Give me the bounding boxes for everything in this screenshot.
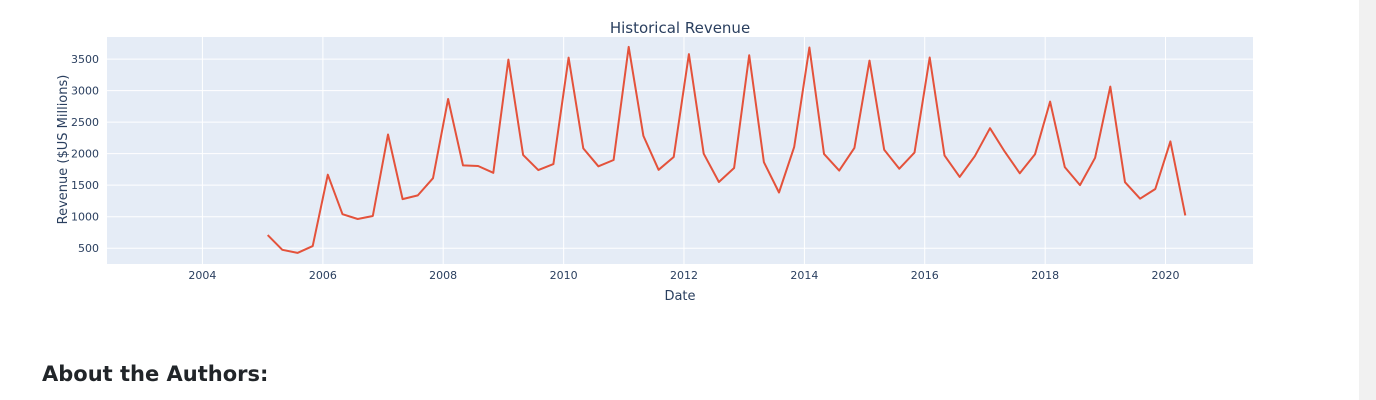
x-tick-label: 2008 xyxy=(429,269,457,282)
y-tick-label: 1000 xyxy=(71,211,99,224)
x-tick-label: 2010 xyxy=(550,269,578,282)
plot-area xyxy=(107,37,1253,264)
x-tick-label: 2020 xyxy=(1151,269,1179,282)
y-tick-label: 3500 xyxy=(71,53,99,66)
x-axis-title: Date xyxy=(664,289,695,304)
x-tick-label: 2012 xyxy=(670,269,698,282)
chart-title: Historical Revenue xyxy=(610,19,750,37)
revenue-chart: 500 1000 1500 2000 2500 3000 3500 2004 2006 2008… xyxy=(56,19,1253,304)
x-tick-label: 2018 xyxy=(1031,269,1059,282)
y-tick-label: 2500 xyxy=(71,116,99,129)
x-tick-label: 2014 xyxy=(790,269,818,282)
x-axis-ticks: 2004 2006 2008 2010 2012 2014 2016 2018 2020 xyxy=(188,269,1179,282)
chart-svg: 500 1000 1500 2000 2500 3000 3500 2004 2006 2008… xyxy=(56,19,1253,304)
x-tick-label: 2004 xyxy=(188,269,216,282)
grid-lines xyxy=(107,37,1253,264)
y-axis-ticks: 500 1000 1500 2000 2500 3000 3500 xyxy=(71,53,99,255)
about-authors-heading: About the Authors: xyxy=(42,362,269,386)
y-tick-label: 3000 xyxy=(71,85,99,98)
y-tick-label: 2000 xyxy=(71,148,99,161)
y-axis-title: Revenue ($US Millions) xyxy=(56,75,71,225)
series-layer xyxy=(266,45,1187,254)
y-tick-label: 500 xyxy=(78,242,99,255)
y-tick-label: 1500 xyxy=(71,179,99,192)
x-tick-label: 2016 xyxy=(911,269,939,282)
revenue-series-line xyxy=(266,45,1187,254)
x-tick-label: 2006 xyxy=(309,269,337,282)
scrollbar[interactable] xyxy=(1359,0,1376,400)
